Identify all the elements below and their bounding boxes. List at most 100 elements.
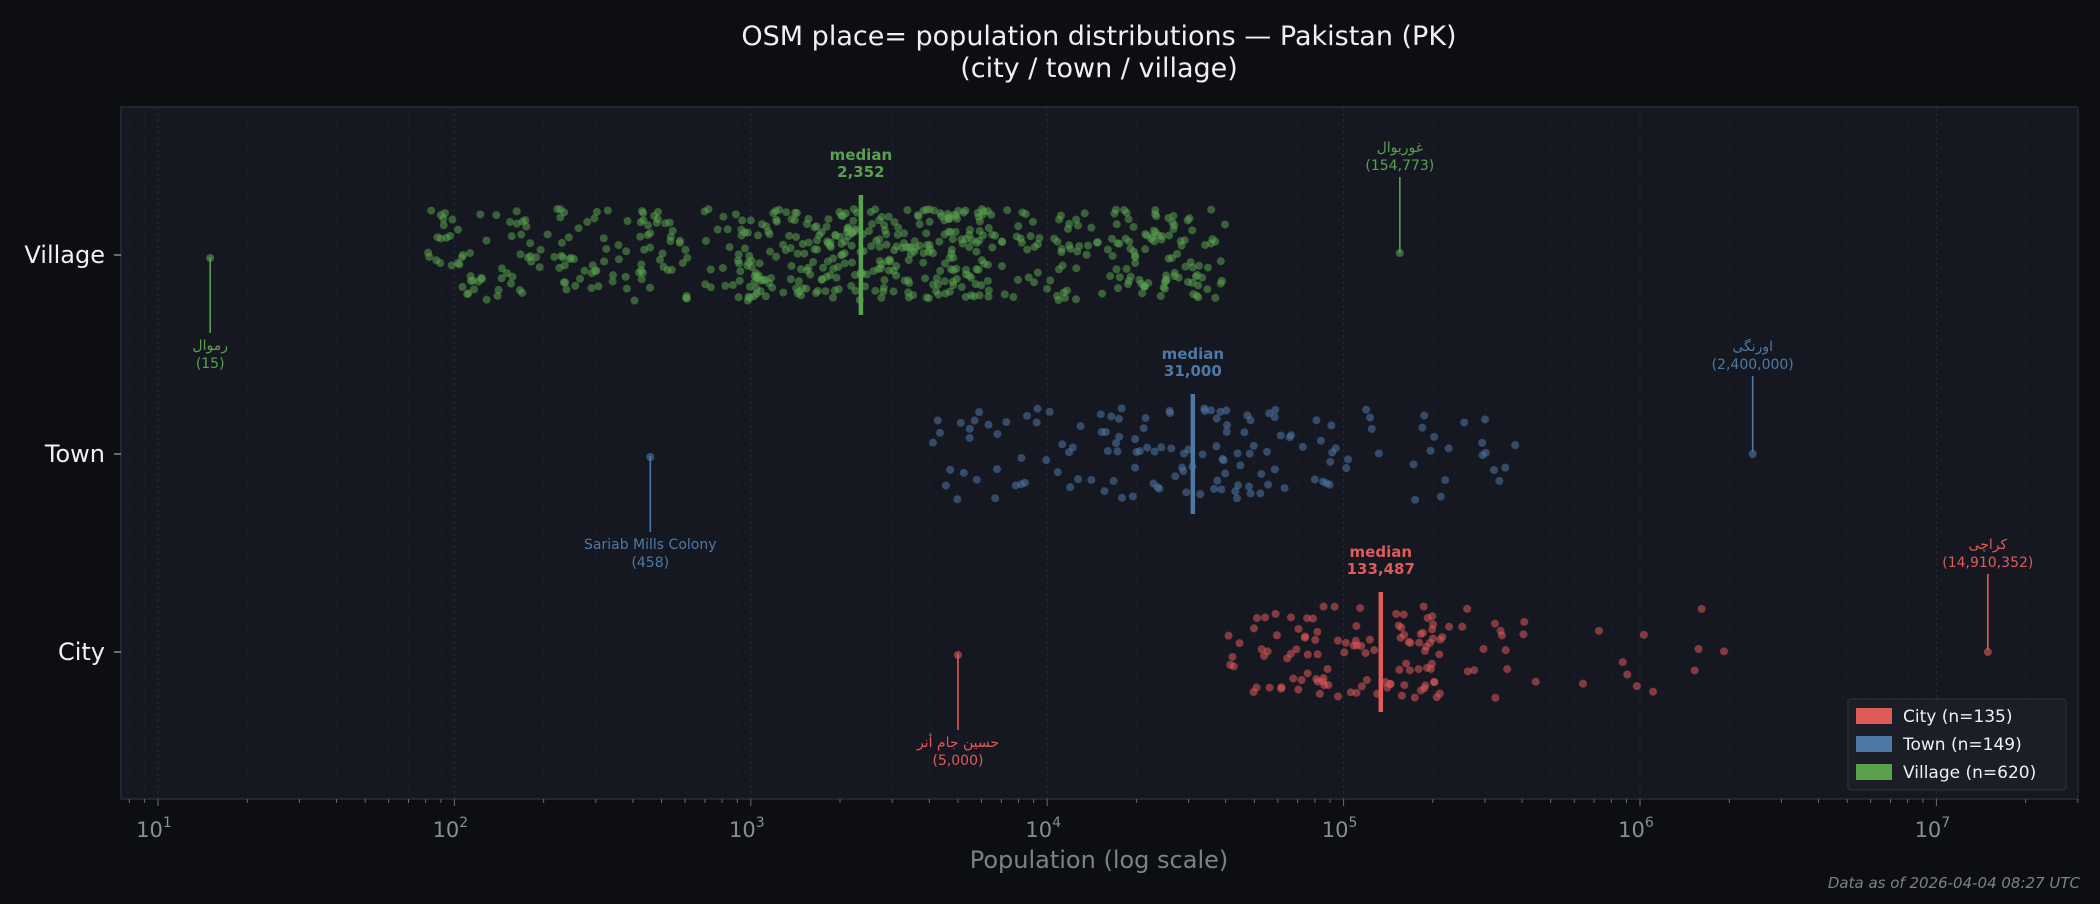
town-point — [1270, 465, 1279, 474]
village-point — [1023, 245, 1032, 254]
village-point — [738, 216, 747, 225]
city-point — [1309, 614, 1318, 623]
annotations: حسین جام أنر (5,000) کراچی (14,910,352) medi… — [192, 140, 2033, 769]
town-point — [965, 433, 974, 442]
city-point — [1319, 674, 1328, 683]
village-point — [1162, 276, 1171, 285]
y-tick-label-city: City — [58, 638, 105, 666]
town-point — [953, 495, 962, 504]
village-point — [953, 214, 962, 223]
town-point — [1287, 431, 1296, 440]
village-point — [844, 232, 853, 241]
extreme-name: اورنگی — [1732, 338, 1773, 355]
town-point — [1409, 460, 1418, 469]
city-point — [1690, 666, 1699, 675]
city-point — [1235, 639, 1244, 648]
village-point — [622, 284, 631, 293]
town-point — [1109, 476, 1118, 485]
town-point — [1495, 476, 1504, 485]
extreme-name: رموال — [192, 338, 228, 354]
village-point — [913, 211, 922, 220]
village-point — [466, 249, 475, 258]
village-point — [961, 270, 970, 279]
x-tick-exponent: 2 — [459, 815, 468, 831]
village-point — [1135, 275, 1144, 284]
village-point — [988, 243, 997, 252]
town-point — [1212, 414, 1221, 423]
town-point — [1210, 484, 1219, 493]
city-point — [1351, 636, 1360, 645]
points — [206, 205, 1992, 702]
village-point — [1173, 249, 1182, 258]
town-point — [1042, 456, 1051, 465]
town-point — [1066, 483, 1075, 492]
village-point — [1164, 254, 1173, 263]
village-point — [1098, 289, 1107, 298]
village-point — [675, 238, 684, 247]
village-point — [746, 216, 755, 225]
village-point — [1208, 235, 1217, 244]
x-axis-label: Population (log scale) — [970, 846, 1229, 874]
village-point — [826, 271, 835, 280]
town-point — [1430, 432, 1439, 441]
village-point — [1000, 290, 1009, 299]
village-point — [1131, 259, 1140, 268]
town-point — [936, 428, 945, 437]
village-point — [1152, 212, 1161, 221]
median-label: median — [1350, 543, 1412, 561]
village-point — [919, 258, 928, 267]
town-point — [1232, 494, 1241, 503]
village-point — [521, 216, 530, 225]
city-point — [1294, 685, 1303, 694]
village-point — [1156, 292, 1165, 301]
city-point — [1263, 647, 1272, 656]
city-point — [1639, 630, 1648, 639]
city-point — [1400, 681, 1409, 690]
village-point — [925, 240, 934, 249]
city-point — [1313, 677, 1322, 686]
village-point — [556, 213, 565, 222]
town-point — [1131, 463, 1140, 472]
town-point — [975, 408, 984, 417]
village-point — [1003, 206, 1012, 215]
town-point — [1002, 418, 1011, 427]
village-point — [940, 277, 949, 286]
village-point — [984, 224, 993, 233]
x-tick-exponent: 1 — [163, 815, 172, 831]
city-point — [1594, 626, 1603, 635]
town-point — [1032, 418, 1041, 427]
town-point — [1217, 485, 1226, 494]
village-point — [750, 292, 759, 301]
city-point — [1400, 630, 1409, 639]
village-point — [840, 259, 849, 268]
city-point — [1271, 609, 1280, 618]
village-point — [809, 258, 818, 267]
city-point — [1531, 677, 1540, 686]
village-point — [526, 252, 535, 261]
legend: City (n=135) Town (n=149) Village (n=620) — [1847, 698, 2067, 791]
town-point — [1149, 479, 1158, 488]
village-point — [935, 237, 944, 246]
village-point — [782, 208, 791, 217]
town-point — [1245, 449, 1254, 458]
village-point — [900, 229, 909, 238]
town-point — [1222, 406, 1231, 415]
village-point — [1018, 208, 1027, 217]
city-point — [1370, 646, 1379, 655]
city-point — [1341, 638, 1350, 647]
village-point — [941, 289, 950, 298]
village-point — [752, 284, 761, 293]
city-point — [1323, 665, 1332, 674]
village-point — [1114, 284, 1123, 293]
village-point — [569, 254, 578, 263]
village-point — [1043, 284, 1052, 293]
town-point — [1113, 447, 1122, 456]
city-point — [1352, 622, 1361, 631]
village-point — [646, 283, 655, 292]
village-point — [818, 275, 827, 284]
village-point — [922, 229, 931, 238]
x-tick-exponent: 3 — [756, 815, 765, 831]
village-point — [813, 286, 822, 295]
village-point — [759, 276, 768, 285]
